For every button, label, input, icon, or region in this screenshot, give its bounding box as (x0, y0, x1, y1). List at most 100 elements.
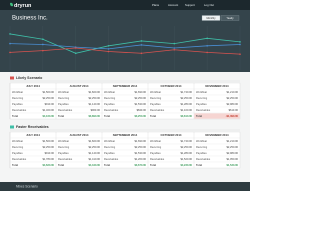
cell-value: $1,520.00 (180, 157, 192, 161)
cell-value: $1,530.00 (226, 163, 238, 167)
cell-value: -$1,090.00 (226, 114, 239, 118)
row-label: Recurring (104, 145, 116, 149)
nav-link[interactable]: Log Out (204, 3, 214, 7)
cell-value: $1,740.00 (180, 90, 192, 94)
line-series (9, 33, 241, 54)
cell-value: $4,340.00 (88, 163, 100, 167)
cell-value: $1,210.00 (226, 139, 238, 143)
section-title: Likely Scenario (16, 76, 43, 80)
row-label: Total (12, 163, 18, 167)
cell-value: $4,160.00 (42, 114, 54, 118)
nav-link[interactable]: Plans (152, 3, 160, 7)
toggle-label[interactable]: Monthly (206, 16, 216, 20)
row-label: Workfloat (150, 90, 161, 94)
month-header: SEPTEMBER 2014 (113, 84, 138, 88)
toggle[interactable] (201, 15, 221, 21)
cell-value: $2,250.00 (42, 96, 54, 100)
nav-bar (0, 0, 250, 10)
cell-value: $1,320.00 (42, 108, 54, 112)
cell-value: $3,250.00 (134, 114, 146, 118)
nav-link[interactable]: Account (168, 3, 178, 7)
cell-value: $1,690.00 (134, 90, 146, 94)
line-series (9, 43, 241, 50)
point (42, 38, 44, 40)
footer-bar (0, 182, 250, 191)
month-header: NOVEMBER 2014 (205, 133, 229, 137)
point (140, 52, 143, 55)
row-label: Payables (58, 102, 69, 106)
point (74, 52, 77, 55)
cell-value: $1,140.00 (88, 102, 100, 106)
cell-value: $2,250.00 (134, 145, 146, 149)
point (173, 42, 176, 45)
point (42, 49, 44, 52)
logo-icon (10, 2, 13, 7)
line-series (9, 47, 241, 55)
row-label: Workfloat (58, 90, 69, 94)
cell-value: $1,500.00 (42, 90, 54, 94)
toggle[interactable] (220, 15, 240, 21)
cell-value: $1,530.00 (134, 102, 146, 106)
point (140, 44, 143, 46)
cell-value: $2,250.00 (226, 96, 238, 100)
row-label: Payables (12, 151, 23, 155)
point (173, 48, 176, 51)
row-label: Total (150, 114, 156, 118)
cell-value: $1,820.00 (88, 90, 100, 94)
month-header: JULY 2014 (26, 84, 40, 88)
row-label: Recurring (12, 145, 24, 149)
cell-value: $1,050.00 (226, 157, 238, 161)
row-label: Workfloat (104, 90, 115, 94)
cell-value: $4,620.00 (42, 163, 54, 167)
row-label: Total (58, 163, 64, 167)
section-icon (10, 125, 14, 129)
row-label: Receivables (58, 108, 73, 112)
row-label: Receivables (196, 157, 211, 161)
point (74, 47, 77, 49)
month-header: AUGUST 2014 (70, 84, 89, 88)
point (107, 50, 110, 53)
row-label: Receivables (196, 108, 211, 112)
section-title: Faster Receivables (16, 125, 49, 129)
row-label: Payables (12, 102, 23, 106)
row-label: Workfloat (104, 139, 115, 143)
logo[interactable]: dryrun (14, 3, 32, 9)
page-title: Business Inc. (12, 16, 48, 22)
cell-value: $2,250.00 (88, 145, 100, 149)
row-label: Total (196, 163, 202, 167)
row-label: Total (104, 163, 110, 167)
row-label: Receivables (58, 157, 73, 161)
row-label: Payables (58, 151, 69, 155)
cell-value: $2,250.00 (88, 96, 100, 100)
month-header: OCTOBER 2014 (161, 133, 182, 137)
cell-value: $1,260.00 (134, 157, 146, 161)
cell-value: $3,670.00 (134, 163, 146, 167)
footer-title: Mixes Scenario (16, 184, 38, 188)
row-label: Payables (150, 151, 161, 155)
row-label: Recurring (12, 96, 24, 100)
point (239, 53, 241, 55)
row-label: Receivables (104, 157, 119, 161)
row-label: Recurring (58, 96, 70, 100)
month-header: OCTOBER 2014 (161, 84, 182, 88)
row-label: Total (196, 114, 202, 118)
point (9, 51, 11, 54)
row-label: Payables (196, 102, 207, 106)
row-label: Recurring (58, 145, 70, 149)
point (140, 40, 143, 42)
row-label: Receivables (150, 157, 165, 161)
row-label: Workfloat (150, 139, 161, 143)
row-label: Total (58, 114, 64, 118)
row-label: Recurring (150, 145, 162, 149)
point (239, 43, 241, 46)
month-header: JULY 2014 (26, 133, 40, 137)
row-label: Payables (104, 102, 115, 106)
nav-link[interactable]: Support (185, 3, 195, 7)
cell-value: $1,410.00 (88, 157, 100, 161)
cell-value: $1,820.00 (88, 139, 100, 143)
row-label: Recurring (196, 145, 208, 149)
row-label: Receivables (104, 108, 119, 112)
toggle-label[interactable]: Yearly (226, 16, 234, 20)
cell-value: $2,980.00 (226, 102, 238, 106)
cell-value: $2,250.00 (42, 145, 54, 149)
